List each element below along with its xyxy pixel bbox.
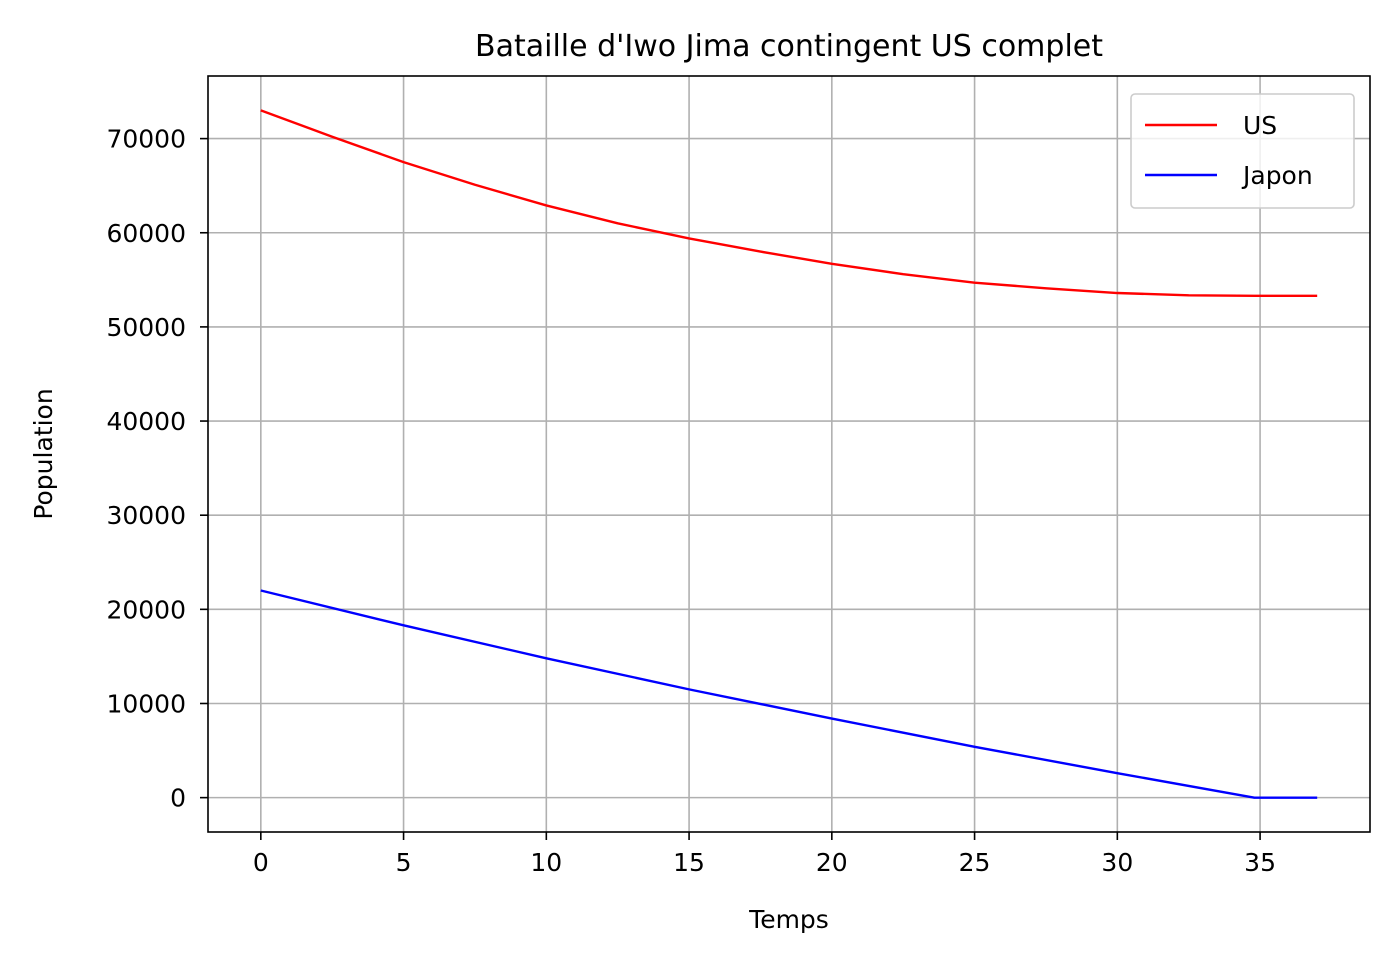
x-tick-label: 10 (530, 848, 562, 877)
y-tick-label: 40000 (106, 407, 186, 436)
x-tick-label: 30 (1101, 848, 1133, 877)
x-tick-label: 20 (816, 848, 848, 877)
legend-label-us: US (1243, 111, 1277, 140)
y-tick-label: 20000 (106, 595, 186, 624)
x-tick-label: 35 (1244, 848, 1276, 877)
y-axis-label: Population (29, 388, 58, 519)
x-tick-label: 15 (673, 848, 705, 877)
plot-area-frame (207, 75, 1371, 833)
y-axis: 0 10000 20000 30000 40000 50000 60000 70000 (106, 125, 208, 813)
series-line-us (260, 109, 1318, 298)
series-line-japon (260, 589, 1318, 799)
series-lines (260, 109, 1318, 799)
y-tick-label: 10000 (106, 689, 186, 718)
y-tick-label: 30000 (106, 501, 186, 530)
x-axis: 0 5 10 15 20 25 30 35 (253, 832, 1276, 877)
x-tick-label: 25 (959, 848, 991, 877)
y-tick-label: 0 (170, 784, 186, 813)
legend: US Japon (1130, 93, 1355, 209)
x-axis-label: Temps (748, 905, 829, 934)
y-tick-label: 60000 (106, 219, 186, 248)
legend-box (1130, 93, 1355, 209)
legend-label-japon: Japon (1241, 161, 1313, 190)
y-tick-label: 70000 (106, 125, 186, 154)
x-tick-label: 0 (253, 848, 269, 877)
chart-title: Bataille d'Iwo Jima contingent US comple… (475, 29, 1103, 64)
x-tick-label: 5 (396, 848, 412, 877)
y-tick-label: 50000 (106, 313, 186, 342)
